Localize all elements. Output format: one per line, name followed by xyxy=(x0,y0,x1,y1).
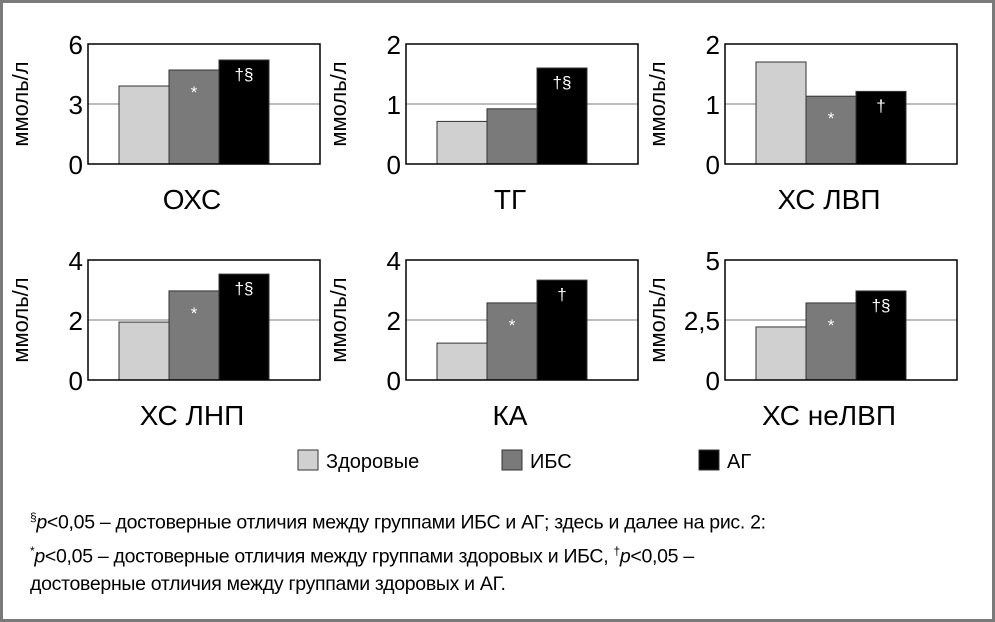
panel-title: ТГ xyxy=(494,184,526,215)
footnote-line-2: *p<0,05 – достоверные отличия между груп… xyxy=(30,537,980,571)
significance-mark: †§ xyxy=(235,279,254,298)
legend-swatch xyxy=(297,449,319,471)
y-axis-label: ммоль/л xyxy=(645,61,670,146)
plot-area xyxy=(87,43,321,165)
footnote-text: <0,05 – xyxy=(630,545,694,567)
footnote-symbol: † xyxy=(613,543,620,558)
y-tick-label: 2 xyxy=(387,30,401,60)
bar-Здоровые xyxy=(436,120,488,165)
panel-title: ОХС xyxy=(163,184,222,215)
y-tick-label: 3 xyxy=(69,90,83,120)
plot-area xyxy=(405,43,639,165)
bar-АГ xyxy=(218,273,270,381)
footnote-p: p xyxy=(619,545,631,567)
plot-area xyxy=(405,259,639,381)
y-tick-label: 6 xyxy=(69,30,83,60)
bar-ИБС xyxy=(805,95,857,165)
y-tick-label: 1 xyxy=(706,90,720,120)
significance-mark: * xyxy=(191,304,198,323)
y-tick-label: 5 xyxy=(706,246,720,276)
footnote-text: <0,05 – достоверные отличия между группа… xyxy=(44,545,614,567)
plot-area xyxy=(87,259,321,381)
bar-АГ xyxy=(218,59,270,165)
legend-label: АГ xyxy=(727,451,751,473)
bar-Здоровые xyxy=(755,326,807,381)
y-axis-label: ммоль/л xyxy=(8,277,33,362)
footnote: §p<0,05 – достоверные отличия между груп… xyxy=(30,503,980,598)
y-axis-label: ммоль/л xyxy=(645,277,670,362)
bar-Здоровые xyxy=(436,342,488,381)
legend-label: ИБС xyxy=(530,451,572,473)
bar-АГ xyxy=(855,90,907,165)
panel-title: КА xyxy=(493,400,528,431)
footnote-symbol: § xyxy=(30,510,37,524)
y-axis-label: ммоль/л xyxy=(326,61,351,146)
footnote-symbol: * xyxy=(30,543,35,558)
y-tick-label: 1 xyxy=(387,90,401,120)
significance-mark: † xyxy=(876,96,885,115)
panel-title: ХС ЛВП xyxy=(778,184,881,215)
footnote-text: <0,05 – достоверные отличия между группа… xyxy=(46,511,766,534)
bar-ИБС xyxy=(486,302,538,381)
plot-area xyxy=(724,259,958,381)
panel-title: ХС ЛНП xyxy=(140,400,244,431)
bar-Здоровые xyxy=(118,85,170,165)
significance-mark: † xyxy=(557,285,566,304)
panel-title: ХС неЛВП xyxy=(762,400,896,431)
y-tick-label: 0 xyxy=(69,366,83,396)
y-tick-label: 0 xyxy=(69,150,83,180)
y-tick-label: 0 xyxy=(706,150,720,180)
plot-area xyxy=(724,43,958,165)
bar-Здоровые xyxy=(118,321,170,381)
bar-АГ xyxy=(536,279,588,381)
y-tick-label: 2 xyxy=(387,306,401,336)
legend-swatch xyxy=(501,449,523,471)
significance-mark: †§ xyxy=(235,65,254,84)
significance-mark: †§ xyxy=(872,296,891,315)
y-tick-label: 2 xyxy=(69,306,83,336)
footnote-line-1: §p<0,05 – достоверные отличия между груп… xyxy=(30,503,980,537)
y-axis-label: ммоль/л xyxy=(326,277,351,362)
significance-mark: * xyxy=(828,316,835,335)
significance-mark: * xyxy=(509,316,516,335)
bar-Здоровые xyxy=(755,61,807,165)
footnote-line-3: достоверные отличия между группами здоро… xyxy=(30,573,506,595)
bar-АГ xyxy=(536,67,588,165)
y-tick-label: 2,5 xyxy=(684,306,720,336)
significance-mark: †§ xyxy=(553,73,572,92)
y-tick-label: 0 xyxy=(706,366,720,396)
legend-label: Здоровые xyxy=(326,451,419,473)
bar-ИБС xyxy=(805,302,857,381)
y-axis-label: ммоль/л xyxy=(8,61,33,146)
y-tick-label: 0 xyxy=(387,366,401,396)
y-tick-label: 4 xyxy=(69,246,83,276)
significance-mark: * xyxy=(828,109,835,128)
y-tick-label: 0 xyxy=(387,150,401,180)
footnote-p: p xyxy=(34,545,45,567)
y-tick-label: 4 xyxy=(387,246,401,276)
y-tick-label: 2 xyxy=(706,30,720,60)
bar-ИБС xyxy=(486,108,538,165)
footnote-p: p xyxy=(36,511,47,534)
significance-mark: * xyxy=(191,83,198,102)
legend-swatch xyxy=(698,449,720,471)
bar-АГ xyxy=(855,290,907,381)
